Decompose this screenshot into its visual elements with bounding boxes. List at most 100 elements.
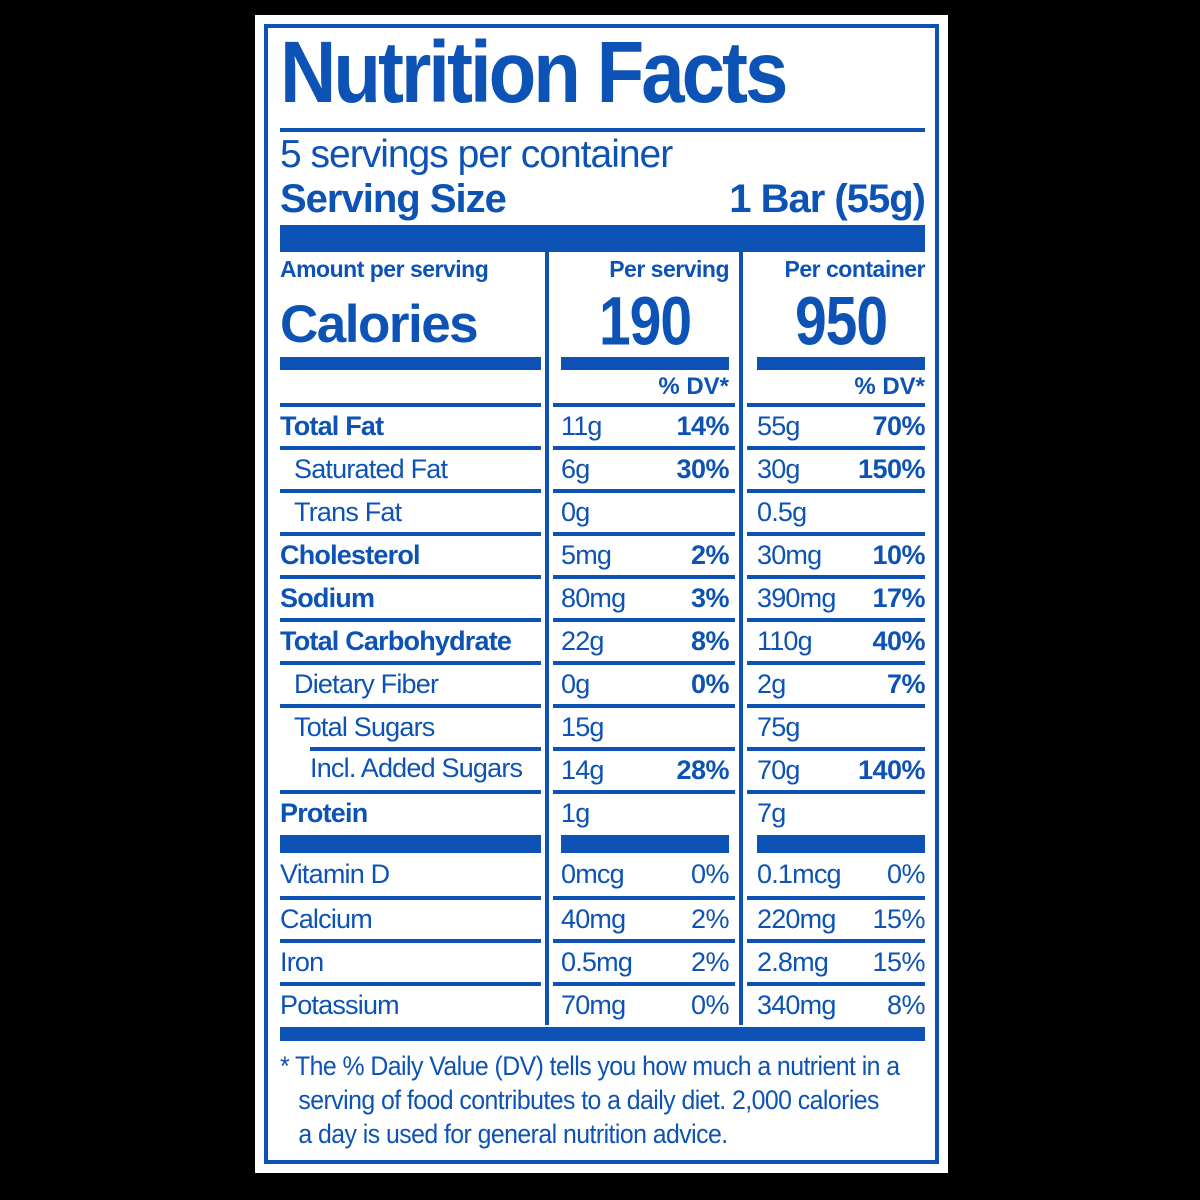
dv-value: 8% <box>886 990 926 1020</box>
amount-value: 70g <box>757 755 800 785</box>
calories-underline-row <box>280 357 925 370</box>
dv-value: 3% <box>690 583 730 613</box>
nutrient-row-total-carbohydrate: Total Carbohydrate 22g 8% 110g 40% <box>280 618 925 661</box>
amount-value: 5mg <box>561 540 612 570</box>
dv-value: 10% <box>872 540 925 570</box>
amount-value: 55g <box>757 411 800 441</box>
amount-value: 14g <box>561 755 604 785</box>
divider-bar <box>747 835 925 853</box>
vitamin-row-potassium: Potassium 70mg 0% 340mg 8% <box>280 982 926 1025</box>
dv-value: 40% <box>872 626 925 656</box>
dv-header-per-serving: % DV* <box>658 372 729 400</box>
dv-header-per-container: % DV* <box>854 372 925 400</box>
divider-bar <box>747 357 925 370</box>
serving-size-value: 1 Bar (55g) <box>729 177 926 221</box>
vitamin-row-vitamin-d: Vitamin D 0mcg 0% 0.1mcg 0% <box>280 853 926 896</box>
per-container-cell: 2.8mg 15% <box>747 939 925 982</box>
calories-per-serving: 190 <box>553 283 735 361</box>
per-serving-cell: 5mg 2% <box>553 532 735 575</box>
amount-value: 390mg <box>757 583 836 613</box>
dv-value: 2% <box>690 904 730 934</box>
servings-per-container: 5 servings per container <box>280 133 673 176</box>
per-container-cell: 70g 140% <box>747 747 926 790</box>
per-serving-cell: 80mg 3% <box>553 575 735 618</box>
divider-bar <box>280 357 541 370</box>
divider-bar <box>553 835 735 853</box>
label-border-frame: Nutrition Facts 5 servings per container… <box>264 24 939 1164</box>
per-container-cell: 7g <box>747 790 925 833</box>
dv-value: 15% <box>872 947 925 977</box>
amount-value: 80mg <box>561 583 626 613</box>
dv-value: 0% <box>690 990 730 1020</box>
dv-value: 0% <box>690 859 730 889</box>
column-divider <box>739 252 743 1025</box>
per-serving-cell: 0g 0% <box>553 661 735 704</box>
per-serving-cell: 15g <box>553 704 735 747</box>
nutrient-row-dietary-fiber: Dietary Fiber 0g 0% 2g 7% <box>280 661 926 704</box>
nutrient-row-added-sugars: Incl. Added Sugars 14g 28% 70g 140% <box>280 747 926 790</box>
per-container-cell: 2g 7% <box>747 661 926 704</box>
calories-per-container: 950 <box>747 283 925 361</box>
per-container-cell: 340mg 8% <box>747 982 926 1025</box>
nutrient-label: Saturated Fat <box>280 446 541 489</box>
nutrient-row-saturated-fat: Saturated Fat 6g 30% 30g 150% <box>280 446 926 489</box>
footnote-line: serving of food contributes to a daily d… <box>298 1085 879 1115</box>
amount-value: 40mg <box>561 904 626 934</box>
vitamin-label: Vitamin D <box>280 859 390 889</box>
dv-value: 2% <box>690 947 730 977</box>
per-container-cell: 390mg 17% <box>747 575 925 618</box>
amount-value: 2g <box>757 669 786 699</box>
serving-size-row: Serving Size 1 Bar (55g) <box>280 177 926 221</box>
amount-value: 0mcg <box>561 859 625 889</box>
nutrient-row-cholesterol: Cholesterol 5mg 2% 30mg 10% <box>280 532 925 575</box>
vitamin-row-iron: Iron 0.5mg 2% 2.8mg 15% <box>280 939 925 982</box>
amount-value: 75g <box>757 712 800 742</box>
calories-per-container-value: 950 <box>794 283 888 361</box>
calories-header-row: Amount per serving Per serving Per conta… <box>280 252 926 283</box>
amount-per-serving-label: Amount per serving <box>280 256 489 282</box>
per-serving-cell: 1g <box>553 790 735 833</box>
per-serving-cell: 14g 28% <box>553 747 735 790</box>
calories-label: Calories <box>280 295 479 354</box>
dv-value: 140% <box>857 755 926 785</box>
amount-value: 1g <box>561 798 590 828</box>
column-divider <box>545 252 549 1025</box>
per-serving-cell: 0.5mg 2% <box>553 939 735 982</box>
dv-value: 0% <box>886 859 926 889</box>
per-serving-cell: 70mg 0% <box>553 982 735 1025</box>
per-serving-cell: 40mg 2% <box>553 896 735 939</box>
label-title: Nutrition Facts <box>280 22 788 122</box>
amount-value: 6g <box>561 454 590 484</box>
per-container-cell: 220mg 15% <box>747 896 925 939</box>
title-rule <box>280 128 925 132</box>
per-container-cell: 110g 40% <box>747 618 925 661</box>
footer-divider-bar <box>280 1027 925 1041</box>
nutrient-row-total-sugars: Total Sugars 15g 75g <box>280 704 925 747</box>
amount-value: 2.8mg <box>757 947 829 977</box>
amount-value: 7g <box>757 798 786 828</box>
nutrient-label: Dietary Fiber <box>280 661 541 704</box>
per-container-cell: 0.1mcg 0% <box>747 853 926 896</box>
nutrient-row-protein: Protein 1g 7g <box>280 790 925 833</box>
amount-value: 15g <box>561 712 604 742</box>
dv-value: 2% <box>690 540 730 570</box>
amount-value: 30mg <box>757 540 822 570</box>
dv-value: 0% <box>690 669 730 699</box>
footnote-line: * The % Daily Value (DV) tells you how m… <box>280 1051 900 1081</box>
nutrient-label: Total Sugars <box>280 704 541 747</box>
nutrient-label: Sodium <box>280 575 541 618</box>
nutrition-table: Amount per serving Per serving Per conta… <box>280 252 926 1025</box>
divider-bar <box>553 357 735 370</box>
per-serving-cell: 11g 14% <box>553 403 735 446</box>
per-container-cell: 30g 150% <box>747 446 926 489</box>
dv-value: 17% <box>872 583 925 613</box>
dv-value: 28% <box>676 755 729 785</box>
per-container-header: Per container <box>784 256 926 282</box>
calories-per-serving-value: 190 <box>598 283 692 361</box>
amount-value: 11g <box>561 411 602 441</box>
nutrition-facts-label: Nutrition Facts 5 servings per container… <box>255 15 948 1173</box>
amount-value: 220mg <box>757 904 836 934</box>
nutrient-label: Cholesterol <box>280 532 541 575</box>
vitamin-label: Potassium <box>280 982 541 1025</box>
